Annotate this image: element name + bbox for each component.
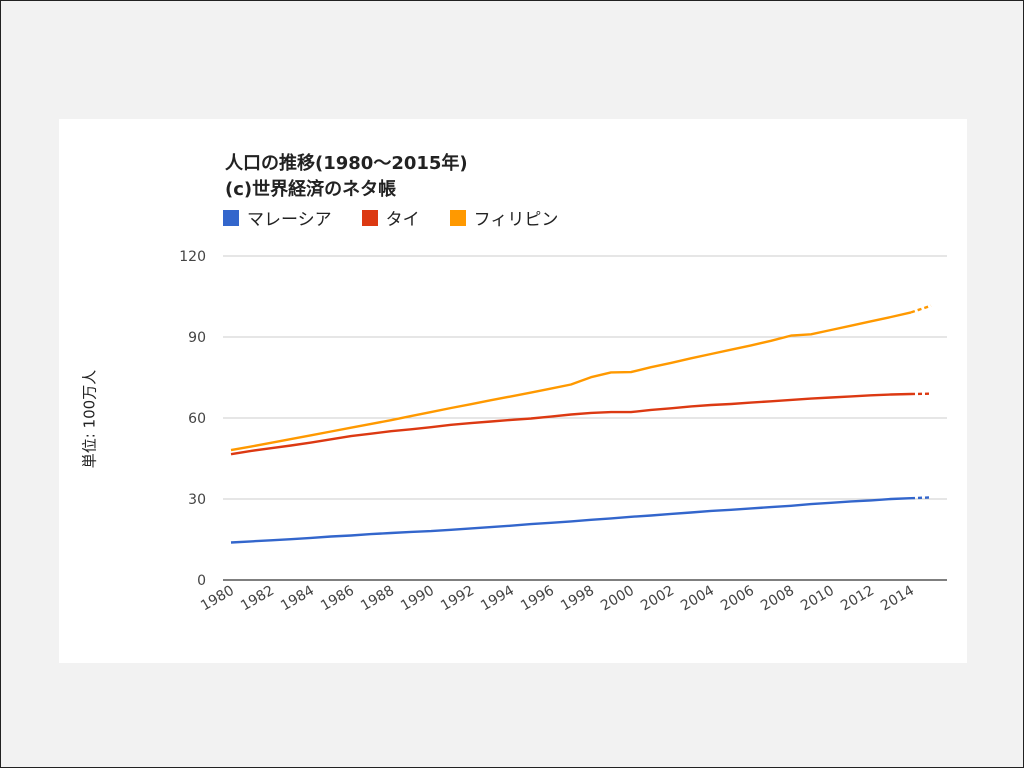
- y-tick-label-60: 60: [188, 411, 206, 427]
- legend-item-thailand[interactable]: タイ: [361, 205, 420, 230]
- x-tick-label-1996: 1996: [518, 583, 557, 615]
- x-tick-label-2014: 2014: [878, 583, 917, 615]
- y-tick-label-30: 30: [188, 492, 206, 508]
- x-tick-label-1990: 1990: [398, 583, 437, 615]
- x-tick-label-2000: 2000: [598, 583, 637, 615]
- x-tick-label-1998: 1998: [558, 583, 597, 615]
- x-tick-label-2010: 2010: [798, 583, 837, 615]
- legend-swatch-malaysia: [223, 209, 239, 226]
- series-line-malaysia: [230, 497, 912, 544]
- x-tick-label-2002: 2002: [638, 583, 677, 615]
- series-line-thailand: [230, 392, 912, 456]
- x-tick-label-1992: 1992: [438, 583, 477, 615]
- y-tick-label-120: 120: [179, 249, 206, 265]
- series-line-estimate-malaysia: [910, 496, 932, 500]
- legend-label-thailand: タイ: [385, 210, 420, 230]
- x-tick-label-1994: 1994: [478, 583, 517, 615]
- series-line-philippines: [230, 311, 912, 452]
- legend-swatch-philippines: [449, 209, 466, 226]
- y-tick-label-0: 0: [197, 573, 206, 589]
- x-tick-label-1982: 1982: [238, 583, 277, 615]
- x-tick-label-1986: 1986: [318, 583, 357, 615]
- legend-item-philippines[interactable]: フィリピン: [449, 205, 559, 230]
- x-tick-label-2004: 2004: [678, 583, 717, 615]
- x-tick-label-2008: 2008: [758, 583, 797, 615]
- chart-title: 人口の推移(1980～2015年): [225, 153, 468, 174]
- x-tick-label-2006: 2006: [718, 583, 757, 615]
- legend-swatch-thailand: [361, 209, 378, 226]
- y-tick-label-90: 90: [188, 330, 206, 346]
- chart-legend: マレーシア タイ フィリピン: [223, 205, 558, 230]
- x-tick-label-1988: 1988: [358, 583, 397, 615]
- x-tick-label-1984: 1984: [278, 583, 317, 615]
- series-line-estimate-philippines: [910, 304, 932, 314]
- chart-panel: [59, 119, 967, 663]
- x-tick-label-2012: 2012: [838, 583, 877, 615]
- legend-label-malaysia: マレーシア: [247, 210, 332, 230]
- legend-item-malaysia[interactable]: マレーシア: [223, 205, 332, 230]
- chart-subtitle: (c)世界経済のネタ帳: [225, 179, 397, 200]
- legend-label-philippines: フィリピン: [473, 210, 559, 230]
